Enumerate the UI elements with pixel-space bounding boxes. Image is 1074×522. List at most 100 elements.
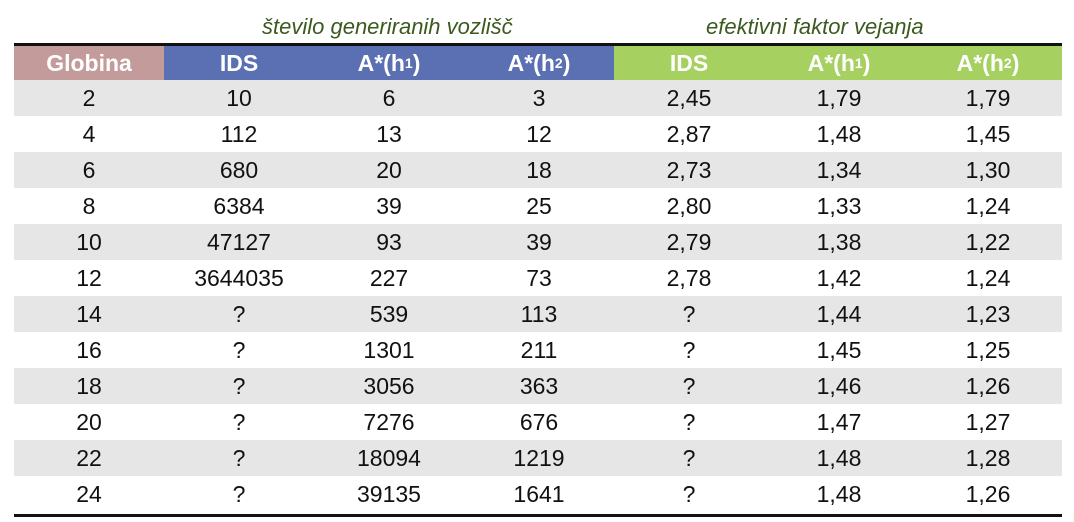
cell-globina: 6	[82, 156, 96, 183]
cell-astar-h1-nodes: 6	[382, 84, 396, 111]
header-ids-nodes: IDS	[164, 46, 314, 80]
cell-ids-nodes: 47127	[207, 228, 271, 255]
table-bottom-rule	[14, 514, 1062, 517]
cell-globina: 10	[76, 228, 102, 255]
table-row: 6 680 20 18 2,73 1,34 1,30	[14, 152, 1062, 188]
header-label: IDS	[669, 49, 709, 76]
cell-ids-nodes: 10	[226, 84, 252, 111]
header-label: Globina	[46, 49, 132, 76]
cell-astar-h1-nodes: 39135	[357, 480, 421, 507]
cell-astar-h1-factor: 1,48	[816, 444, 862, 471]
cell-ids-nodes: ?	[232, 444, 246, 471]
cell-astar-h1-factor: 1,34	[816, 156, 862, 183]
table-row: 4 112 13 12 2,87 1,48 1,45	[14, 116, 1062, 152]
cell-astar-h1-nodes: 1301	[363, 336, 415, 363]
header-subscript: 1	[404, 55, 413, 71]
table-top-rule	[14, 43, 1062, 46]
cell-astar-h2-nodes: 363	[519, 372, 559, 399]
cell-astar-h2-factor: 1,24	[965, 264, 1011, 291]
cell-globina: 8	[82, 192, 96, 219]
cell-astar-h2-nodes: 39	[526, 228, 552, 255]
header-label: A*(h	[507, 49, 555, 76]
cell-astar-h2-factor: 1,23	[965, 300, 1011, 327]
header-label: A*(h	[956, 49, 1004, 76]
cell-globina: 4	[82, 120, 96, 147]
table-row: 10 47127 93 39 2,79 1,38 1,22	[14, 224, 1062, 260]
cell-ids-factor: ?	[682, 480, 696, 507]
cell-ids-nodes: ?	[232, 408, 246, 435]
cell-astar-h1-factor: 1,48	[816, 120, 862, 147]
table-row: 24? 39135 1641? 1,48 1,26	[14, 476, 1062, 512]
cell-astar-h1-factor: 1,46	[816, 372, 862, 399]
cell-ids-factor: ?	[682, 336, 696, 363]
cell-astar-h2-nodes: 676	[519, 408, 559, 435]
header-astar-h2-factor: A*(h 2)	[914, 46, 1062, 80]
cell-ids-nodes: 6384	[213, 192, 265, 219]
table-row: 8 6384 39 25 2,80 1,33 1,24	[14, 188, 1062, 224]
cell-astar-h2-factor: 1,24	[965, 192, 1011, 219]
cell-astar-h1-factor: 1,38	[816, 228, 862, 255]
cell-astar-h2-nodes: 25	[526, 192, 552, 219]
cell-astar-h1-nodes: 39	[376, 192, 402, 219]
table-row: 12 3644035 227 73 2,78 1,42 1,24	[14, 260, 1062, 296]
cell-globina: 18	[76, 372, 102, 399]
header-close-paren: )	[562, 49, 571, 76]
cell-astar-h2-nodes: 73	[526, 264, 552, 291]
cell-ids-nodes: 3644035	[194, 264, 284, 291]
cell-ids-nodes: ?	[232, 336, 246, 363]
cell-ids-factor: 2,45	[666, 84, 712, 111]
table-row: 2 10 6 3 2,45 1,79 1,79	[14, 80, 1062, 116]
cell-astar-h2-factor: 1,28	[965, 444, 1011, 471]
header-close-paren: )	[412, 49, 421, 76]
cell-ids-factor: 2,78	[666, 264, 712, 291]
table-header: Globina IDS A*(h 1) A*(h 2) IDS A*(h 1) A*(h 2)	[14, 46, 1062, 80]
cell-ids-nodes: 112	[220, 120, 258, 147]
cell-astar-h2-nodes: 113	[520, 300, 558, 327]
header-label: IDS	[219, 49, 259, 76]
cell-astar-h1-factor: 1,42	[816, 264, 862, 291]
cell-astar-h2-nodes: 211	[520, 336, 558, 363]
header-astar-h1-factor: A*(h 1)	[764, 46, 914, 80]
header-globina: Globina	[14, 46, 164, 80]
cell-ids-factor: 2,87	[666, 120, 712, 147]
cell-ids-nodes: ?	[232, 480, 246, 507]
cell-astar-h1-nodes: 13	[376, 120, 402, 147]
cell-globina: 24	[76, 480, 102, 507]
cell-globina: 12	[76, 264, 102, 291]
cell-astar-h1-nodes: 18094	[357, 444, 421, 471]
header-subscript: 2	[1003, 55, 1012, 71]
cell-astar-h2-nodes: 12	[526, 120, 552, 147]
cell-astar-h2-nodes: 3	[532, 84, 546, 111]
cell-astar-h1-factor: 1,79	[816, 84, 862, 111]
cell-astar-h2-nodes: 18	[526, 156, 552, 183]
table-row: 18? 3056 363? 1,46 1,26	[14, 368, 1062, 404]
cell-astar-h2-factor: 1,25	[965, 336, 1011, 363]
cell-astar-h1-nodes: 7276	[363, 408, 415, 435]
table-row: 22? 18094 1219? 1,48 1,28	[14, 440, 1062, 476]
cell-ids-factor: ?	[682, 444, 696, 471]
cell-astar-h2-factor: 1,45	[965, 120, 1011, 147]
cell-astar-h1-factor: 1,44	[816, 300, 862, 327]
header-close-paren: )	[862, 49, 871, 76]
cell-astar-h1-nodes: 3056	[363, 372, 415, 399]
cell-astar-h1-factor: 1,33	[816, 192, 862, 219]
cell-ids-nodes: ?	[232, 372, 246, 399]
table-row: 14? 539 113? 1,44 1,23	[14, 296, 1062, 332]
cell-astar-h1-nodes: 93	[376, 228, 402, 255]
header-close-paren: )	[1011, 49, 1020, 76]
cell-ids-factor: 2,73	[666, 156, 712, 183]
cell-astar-h2-nodes: 1219	[513, 444, 565, 471]
generated-nodes-group-title: število generiranih vozlišč	[262, 14, 513, 39]
cell-astar-h2-nodes: 1641	[513, 480, 565, 507]
cell-ids-factor: 2,79	[666, 228, 712, 255]
cell-astar-h2-factor: 1,22	[965, 228, 1011, 255]
header-label: A*(h	[807, 49, 855, 76]
cell-ids-factor: ?	[682, 300, 696, 327]
cell-astar-h2-factor: 1,27	[965, 408, 1011, 435]
header-subscript: 2	[554, 55, 563, 71]
cell-ids-factor: 2,80	[666, 192, 712, 219]
cell-globina: 14	[76, 300, 102, 327]
header-subscript: 1	[854, 55, 863, 71]
cell-globina: 22	[76, 444, 102, 471]
cell-astar-h2-factor: 1,30	[965, 156, 1011, 183]
